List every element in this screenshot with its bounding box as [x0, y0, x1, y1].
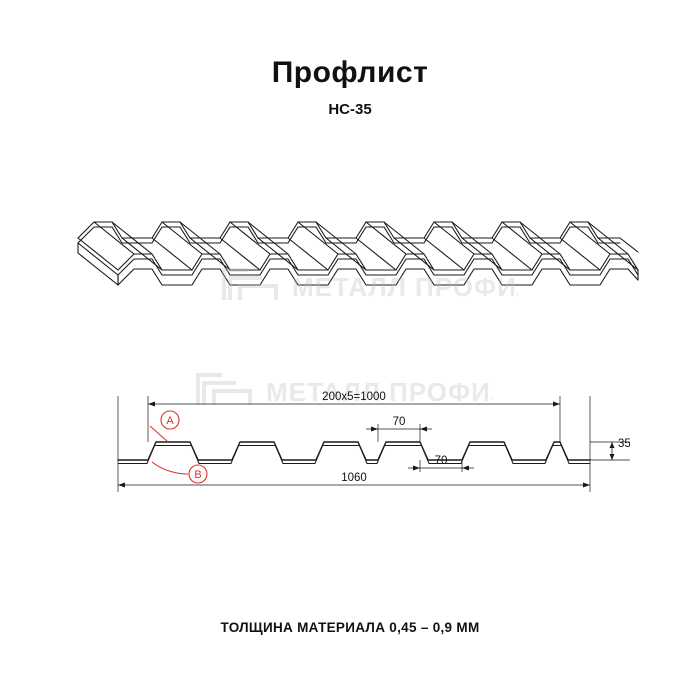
callout-b-label: B	[194, 469, 201, 481]
isometric-sheet-illustration	[60, 180, 640, 320]
cross-section-drawing: 200х5=1000 1060 35	[90, 380, 630, 510]
page-title: Профлист	[271, 56, 429, 89]
dimension-height-label: 35	[618, 438, 630, 450]
dimension-rib-bottom-label: 70	[435, 455, 448, 467]
material-thickness-note: ТОЛЩИНА МАТЕРИАЛА 0,45 – 0,9 ММ	[220, 620, 480, 635]
dimension-width-label: 1060	[341, 472, 367, 484]
callout-a-label: A	[166, 415, 174, 427]
product-code: НС-35	[328, 101, 372, 118]
dimension-pitch-label: 200х5=1000	[322, 391, 386, 403]
dimension-rib-top-label: 70	[393, 416, 406, 428]
